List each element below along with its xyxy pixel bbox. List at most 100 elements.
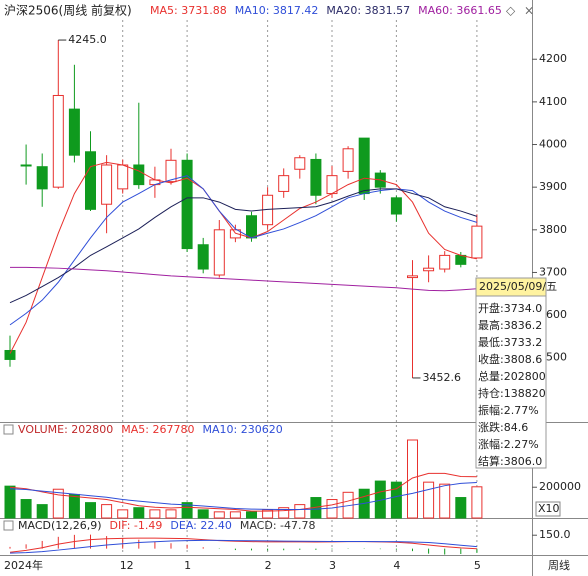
x-tick-label: 3	[329, 559, 336, 572]
candle-body	[20, 164, 32, 167]
candle-body	[439, 254, 451, 270]
candle-body	[133, 164, 145, 186]
candle-body	[181, 159, 193, 250]
panel-title: VOLUME: 202800	[18, 423, 113, 436]
candle-body	[213, 229, 225, 276]
legend-entry: DEA: 22.40	[170, 519, 231, 532]
volume-bar	[4, 485, 16, 519]
legend-entry: MACD: -47.78	[240, 519, 316, 532]
volume-bar	[326, 499, 338, 519]
candle-body	[246, 215, 257, 239]
volume-bar	[20, 499, 32, 519]
candle-body	[423, 267, 435, 272]
candle-body	[407, 275, 418, 279]
panel-title: MACD(12,26,9)	[18, 519, 102, 532]
volume-bar	[52, 488, 64, 519]
tooltip-row: 收盘:3808.6	[478, 352, 542, 366]
y-tick-label: 4100	[539, 95, 567, 108]
volume-ma-line	[9, 472, 477, 512]
close-icon[interactable]: ×	[524, 4, 534, 18]
x-tick-label: 2024年	[4, 558, 43, 572]
candle-body	[36, 166, 48, 190]
y-tick-label: 3900	[539, 180, 567, 193]
volume-bar	[439, 483, 451, 519]
candle-body	[310, 158, 322, 196]
panel-icon[interactable]	[3, 520, 14, 531]
volume-bar	[407, 439, 418, 519]
candle-body	[229, 229, 241, 239]
scale-box	[535, 501, 561, 517]
x-tick-label: 1	[184, 559, 191, 572]
scale-label: X10	[538, 502, 560, 515]
volume-bar	[117, 509, 129, 519]
candle-body	[455, 254, 467, 265]
candle-body	[390, 197, 402, 215]
volume-bar	[36, 504, 48, 519]
x-tick-label: 2	[265, 559, 272, 572]
y-tick-label: 3800	[539, 223, 567, 236]
tooltip-row: 最高:3836.2	[478, 318, 542, 332]
volume-bar	[68, 493, 80, 519]
macd-line	[9, 539, 477, 554]
volume-bar	[133, 507, 145, 519]
candle-body	[52, 94, 64, 188]
volume-ma-line	[9, 482, 477, 511]
panel-icon[interactable]	[3, 424, 14, 435]
volume-bar	[471, 486, 483, 519]
x-tick-label: 4	[393, 559, 400, 572]
ma-line	[9, 188, 478, 304]
annotation: 3452.6	[423, 371, 462, 384]
candle-body	[4, 349, 16, 360]
x-tick-label: 12	[120, 559, 134, 572]
legend-entry: MA5: 3731.88	[150, 4, 227, 17]
period-label: 周线	[548, 558, 570, 572]
legend-entry: DIF: -1.49	[110, 519, 163, 532]
candle-body	[85, 151, 96, 210]
macd-line	[9, 537, 477, 553]
tooltip-box	[475, 277, 547, 469]
chart-title: 沪深2506(周线 前复权)	[4, 3, 132, 18]
volume-bar	[423, 481, 435, 519]
annotation: 4245.0	[68, 33, 107, 46]
x-tick-label: 5	[474, 559, 481, 572]
volume-bar	[455, 497, 467, 519]
candle-body	[326, 175, 338, 195]
candle-body	[294, 157, 306, 170]
ma-line	[10, 266, 477, 292]
volume-bar	[213, 511, 225, 519]
tooltip-row: 结算:3806.0	[478, 454, 542, 468]
tooltip-row: 振幅:2.77%	[478, 403, 539, 417]
volume-bar	[101, 504, 113, 519]
diamond-icon[interactable]: ◇	[506, 4, 516, 18]
candle-body	[101, 164, 113, 205]
volume-bar	[390, 481, 402, 519]
candle-body	[117, 164, 129, 190]
y-tick-label: 3700	[539, 265, 567, 278]
legend-entry: MA10: 3817.42	[235, 4, 319, 17]
tooltip-row: 涨跌:84.6	[478, 420, 528, 434]
volume-bar	[165, 509, 177, 519]
tooltip-date: 2025/05/09/五	[479, 280, 557, 293]
legend-entry: MA5: 267780	[121, 423, 194, 436]
tooltip: 2025/05/09/五开盘:3734.0 最高:3836.2 最低:3733.2 收…	[475, 277, 557, 469]
volume-bar	[294, 504, 306, 519]
tooltip-row: 总量:202800	[478, 369, 546, 383]
candle-body	[471, 225, 483, 259]
y-tick-label: 150.0	[539, 528, 571, 541]
volume-bar	[278, 507, 290, 519]
candle-body	[165, 159, 177, 183]
tooltip-header	[475, 277, 547, 297]
volume-bar	[246, 511, 257, 519]
legend-entry: MA20: 3831.57	[326, 4, 410, 17]
candle-body	[358, 137, 370, 195]
tooltip-row: 最低:3733.2	[478, 336, 542, 349]
candle-body	[342, 148, 354, 172]
y-tick-label: 4200	[539, 52, 567, 65]
volume-bar	[197, 509, 209, 519]
tooltip-row: 涨幅:2.27%	[478, 438, 539, 451]
volume-bar	[149, 509, 161, 519]
volume-bar	[229, 511, 241, 519]
legend-entry: MA60: 3661.65	[418, 4, 502, 17]
volume-bar	[85, 502, 96, 519]
